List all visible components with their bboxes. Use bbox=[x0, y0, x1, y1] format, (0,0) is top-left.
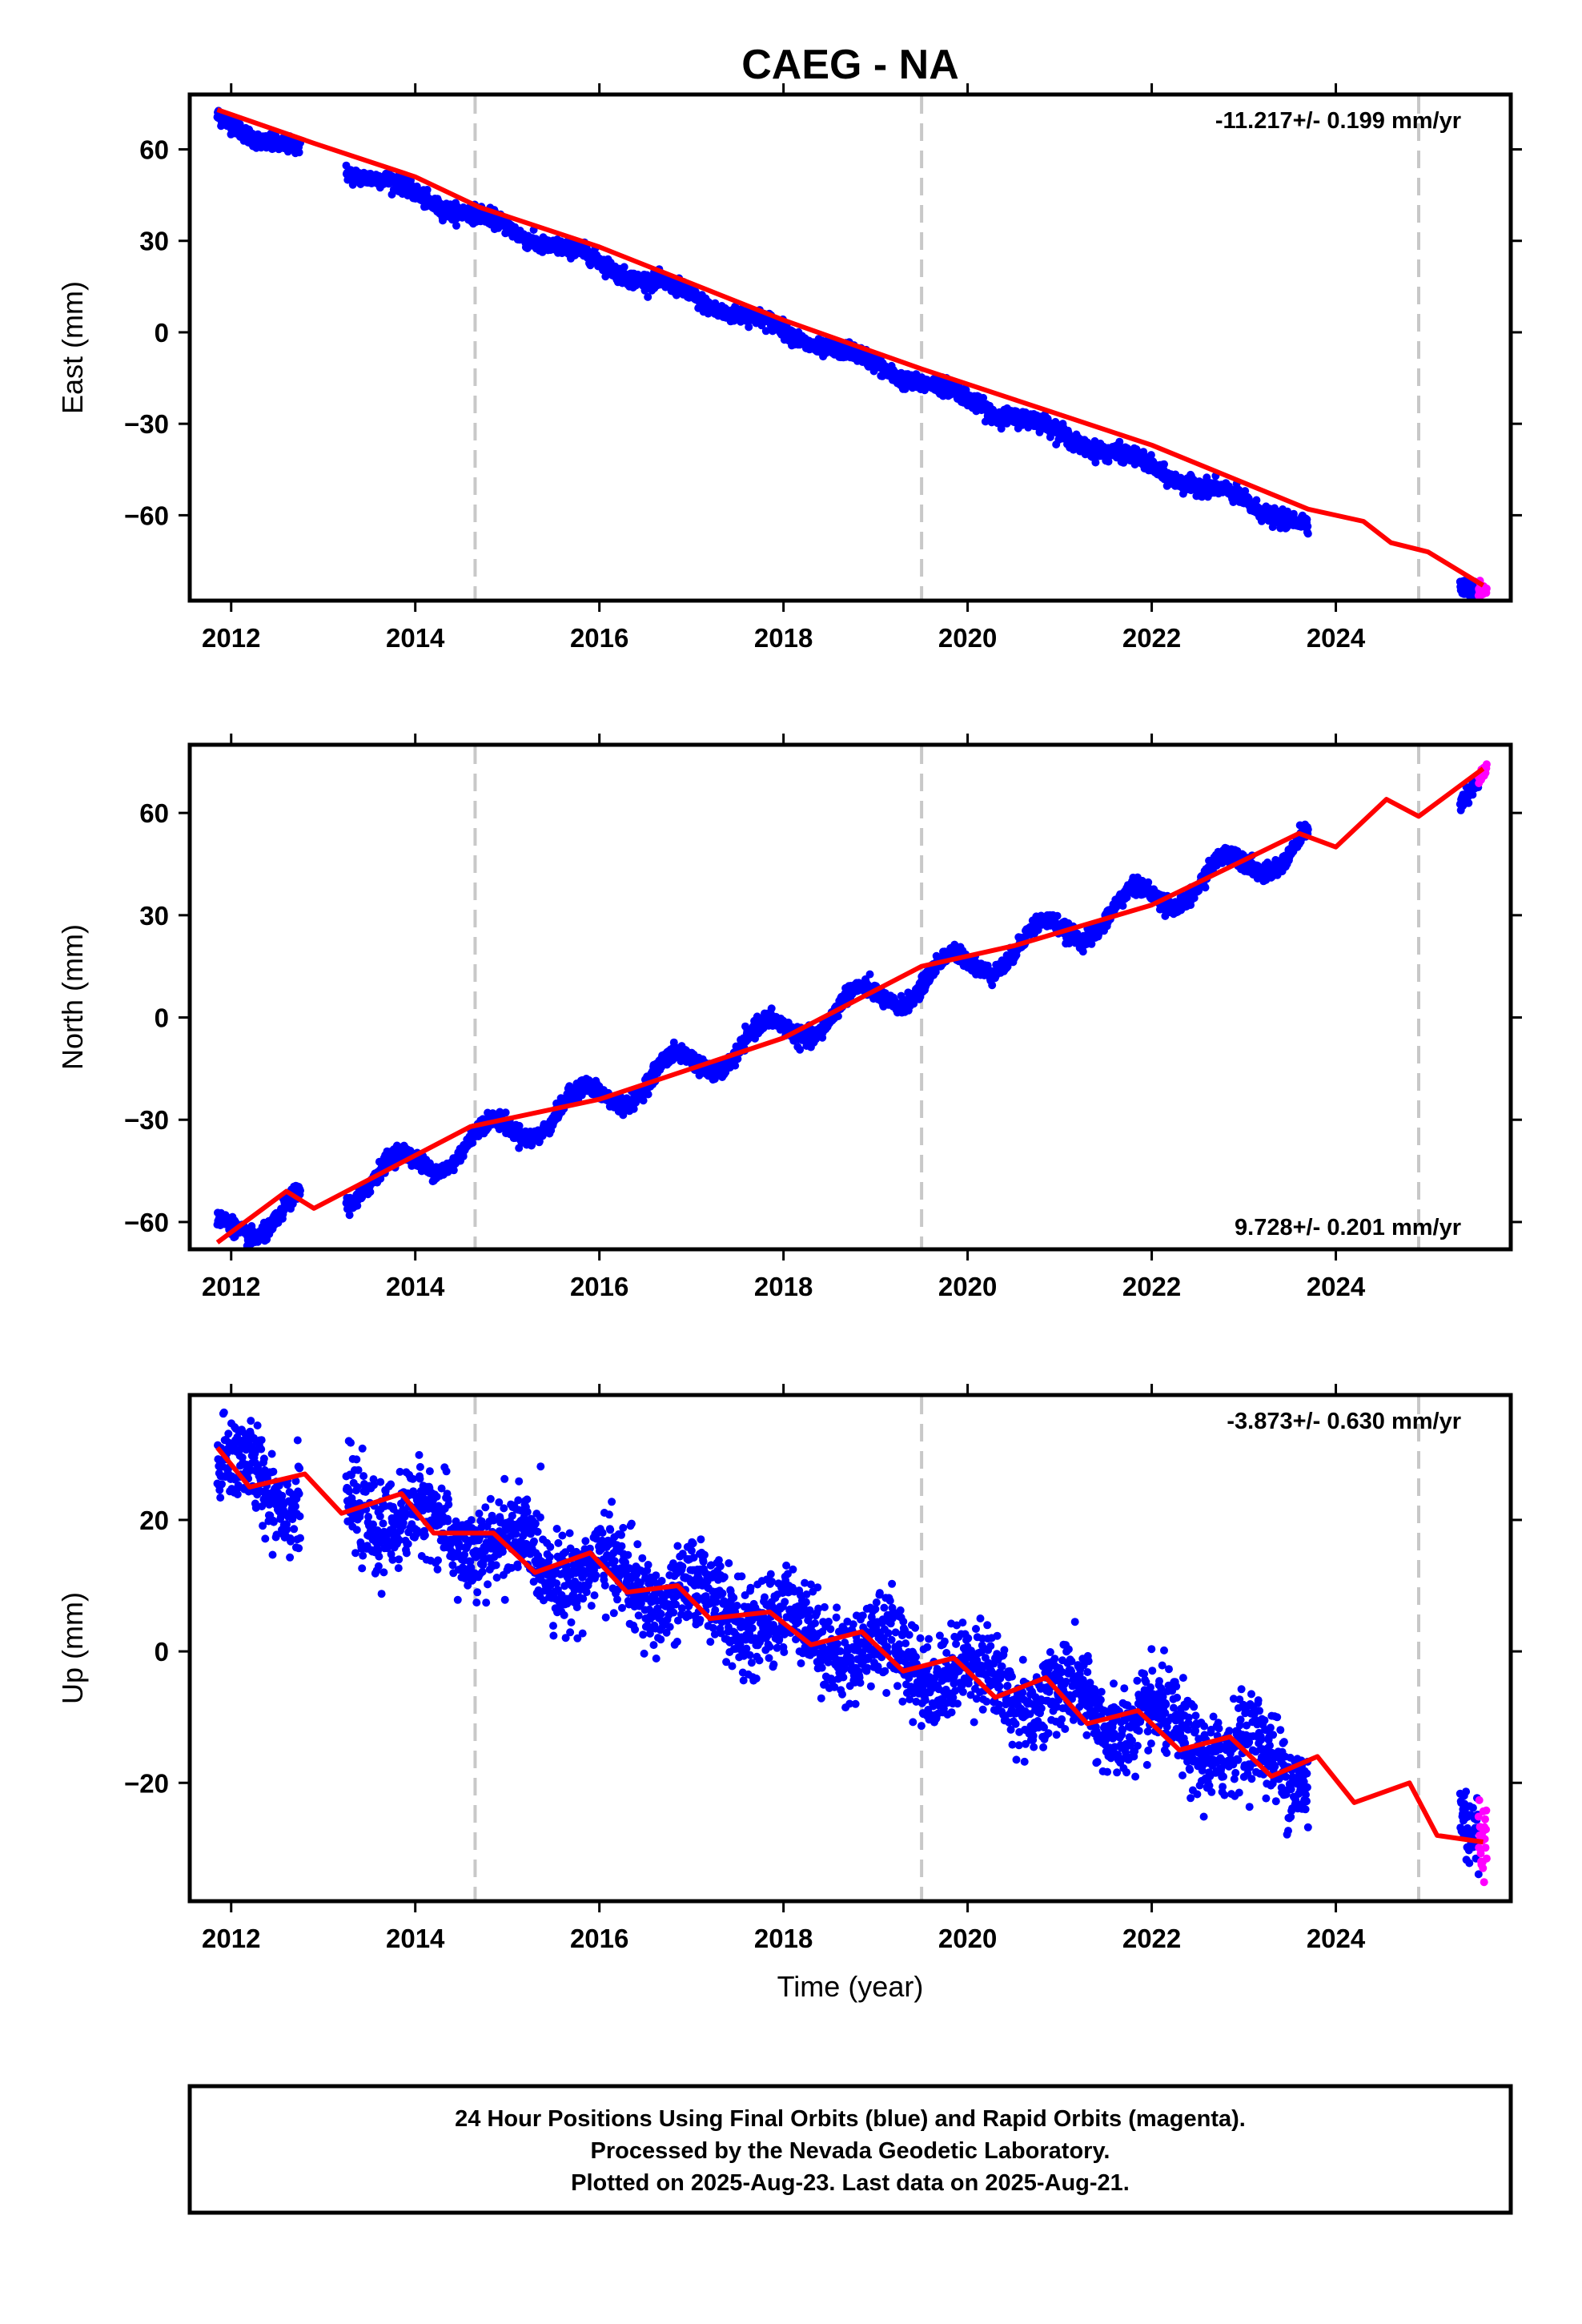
final-orbit-point bbox=[423, 186, 432, 194]
final-orbit-point bbox=[767, 1004, 776, 1013]
x-tick-label: 2024 bbox=[1307, 623, 1366, 653]
north-panel: 2012 2014 2016 2018 2020 2022 202460300−30−60N… bbox=[56, 734, 1522, 1301]
x-tick-label: 2012 bbox=[202, 623, 260, 653]
final-orbit-point bbox=[1115, 437, 1124, 446]
final-orbit-point bbox=[1146, 451, 1155, 460]
final-orbit-point bbox=[449, 1166, 458, 1175]
final-orbit-point bbox=[639, 1096, 648, 1105]
x-tick-label: 2014 bbox=[386, 623, 445, 653]
final-orbit-point bbox=[1303, 522, 1312, 531]
final-orbit-point bbox=[452, 221, 460, 230]
final-orbit-point bbox=[761, 327, 770, 336]
final-orbit-point bbox=[745, 323, 753, 332]
final-orbit-point bbox=[833, 1012, 842, 1020]
x-tick-label: 2018 bbox=[754, 623, 813, 653]
final-orbit-point bbox=[1303, 529, 1312, 538]
east-model-fit-line bbox=[216, 107, 1485, 588]
final-orbit-point bbox=[796, 1045, 805, 1054]
final-orbit-point bbox=[366, 1188, 375, 1196]
east-y-axis-title: East (mm) bbox=[56, 281, 89, 414]
final-orbit-point bbox=[731, 1061, 740, 1070]
final-orbit-point bbox=[1252, 496, 1261, 505]
final-orbit-point bbox=[459, 1152, 468, 1160]
final-orbit-point bbox=[644, 292, 652, 301]
final-orbit-point bbox=[295, 148, 303, 157]
y-tick-label: −30 bbox=[124, 409, 169, 439]
final-orbit-point bbox=[345, 1211, 354, 1220]
final-orbit-point bbox=[1104, 457, 1113, 466]
final-orbit-point bbox=[501, 1108, 510, 1117]
final-orbit-point bbox=[988, 981, 997, 990]
north-data-points bbox=[213, 760, 1491, 1249]
final-orbit-point bbox=[979, 393, 988, 402]
x-tick-label: 2020 bbox=[938, 623, 997, 653]
x-tick-label: 2016 bbox=[570, 623, 628, 653]
final-orbit-point bbox=[865, 970, 874, 979]
final-orbit-point bbox=[1241, 487, 1250, 496]
final-orbit-point bbox=[644, 1090, 652, 1099]
y-tick-label: 0 bbox=[155, 318, 169, 348]
east-plot-frame bbox=[187, 92, 1513, 603]
final-orbit-point bbox=[620, 263, 628, 271]
y-tick-label: −60 bbox=[124, 501, 169, 530]
final-orbit-point bbox=[629, 1104, 638, 1113]
final-orbit-point bbox=[1160, 460, 1168, 468]
east-data-points bbox=[213, 107, 1491, 601]
y-tick-label: 60 bbox=[139, 135, 169, 165]
final-orbit-point bbox=[468, 1139, 477, 1148]
east-rate-label: -11.217+/- 0.199 mm/yr bbox=[1215, 108, 1461, 134]
final-orbit-point bbox=[733, 1055, 742, 1063]
rapid-orbit-point bbox=[1482, 584, 1491, 593]
figure-title: CAEG - NA bbox=[741, 42, 959, 88]
final-orbit-point bbox=[296, 1186, 304, 1195]
x-tick-label: 2022 bbox=[1122, 623, 1181, 653]
final-orbit-point bbox=[1303, 515, 1311, 524]
y-tick-label: 30 bbox=[139, 227, 169, 256]
final-orbit-point bbox=[1091, 458, 1100, 467]
east-panel: 2012 2014 2016 2018 2020 2022 2024 60 30 0 −30 −60 E… bbox=[56, 83, 1522, 653]
